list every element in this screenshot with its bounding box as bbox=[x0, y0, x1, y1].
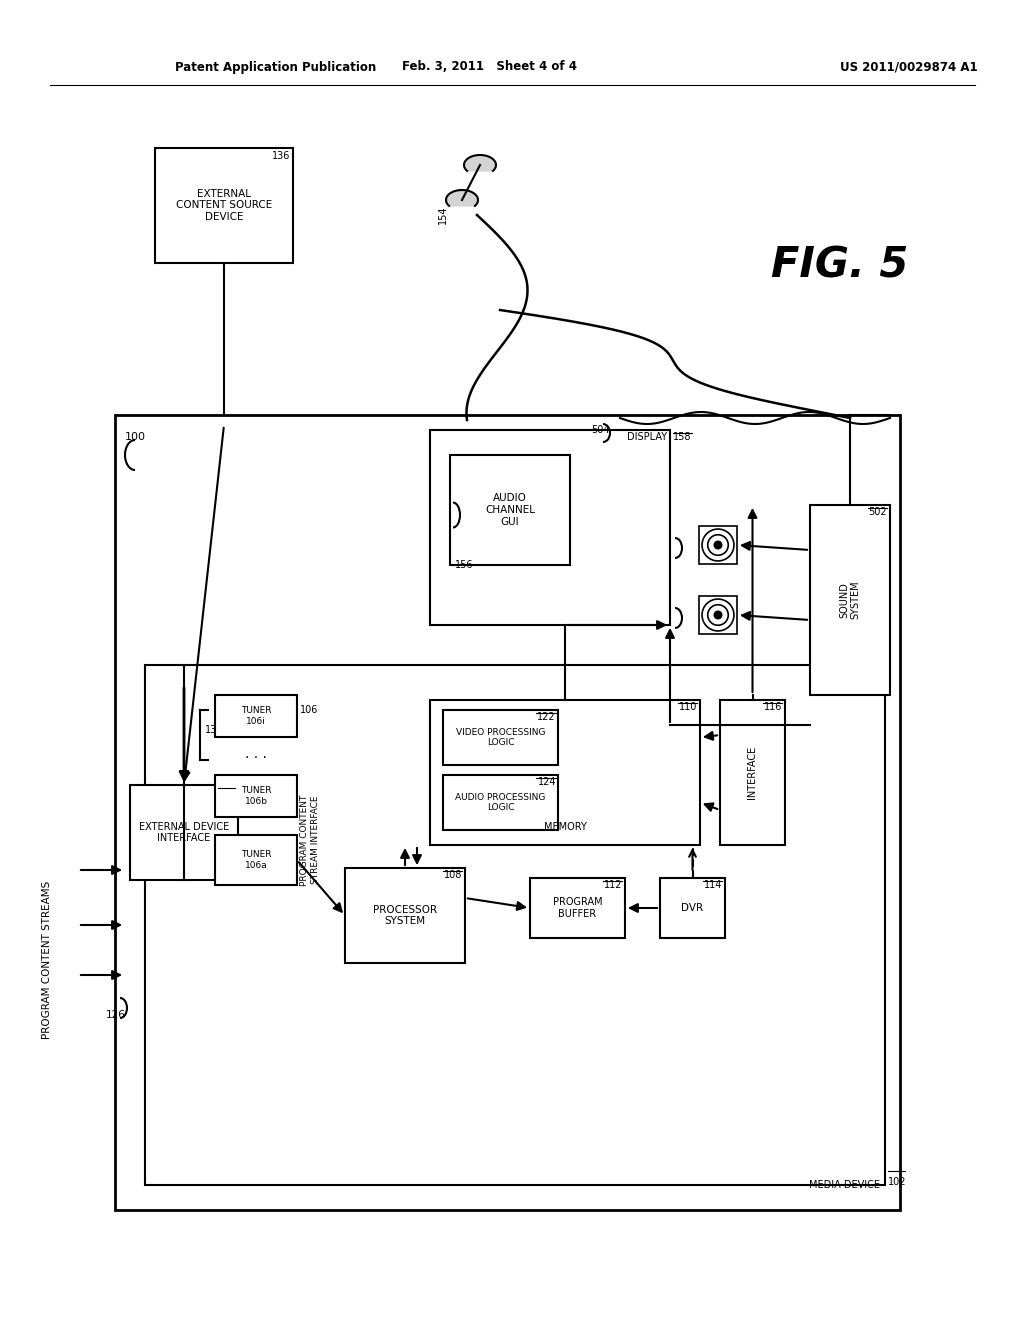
Text: 138: 138 bbox=[205, 725, 223, 735]
Text: 116: 116 bbox=[764, 702, 782, 711]
Text: PROGRAM CONTENT
STREAM INTERFACE: PROGRAM CONTENT STREAM INTERFACE bbox=[300, 795, 319, 886]
Text: · · ·: · · · bbox=[245, 751, 267, 766]
Text: 126: 126 bbox=[106, 1010, 126, 1020]
Text: AUDIO
CHANNEL
GUI: AUDIO CHANNEL GUI bbox=[485, 494, 535, 527]
Bar bbox=[115, 414, 900, 1210]
Text: SOUND
SYSTEM: SOUND SYSTEM bbox=[840, 581, 861, 619]
Bar bbox=[530, 878, 625, 939]
Bar bbox=[215, 775, 297, 817]
Text: Feb. 3, 2011   Sheet 4 of 4: Feb. 3, 2011 Sheet 4 of 4 bbox=[402, 61, 578, 74]
Circle shape bbox=[714, 541, 722, 549]
Text: 502: 502 bbox=[868, 507, 887, 517]
Text: DISPLAY: DISPLAY bbox=[627, 432, 667, 442]
Bar bbox=[130, 785, 238, 880]
Text: 154: 154 bbox=[438, 206, 449, 224]
Text: 156: 156 bbox=[455, 560, 473, 570]
Bar bbox=[215, 696, 297, 737]
Text: 102: 102 bbox=[888, 1177, 906, 1187]
Text: INTERFACE: INTERFACE bbox=[748, 746, 758, 799]
Bar bbox=[699, 597, 737, 634]
Text: PROGRAM CONTENT STREAMS: PROGRAM CONTENT STREAMS bbox=[42, 880, 52, 1039]
Bar bbox=[215, 836, 297, 884]
Text: DVR: DVR bbox=[681, 903, 703, 913]
Text: Patent Application Publication: Patent Application Publication bbox=[175, 61, 376, 74]
Text: 504: 504 bbox=[591, 425, 609, 436]
Bar bbox=[810, 506, 890, 696]
Text: 144: 144 bbox=[653, 607, 672, 616]
Text: TUNER
106b: TUNER 106b bbox=[241, 787, 271, 805]
Text: AUDIO PROCESSING
LOGIC: AUDIO PROCESSING LOGIC bbox=[456, 793, 546, 812]
Text: FIG. 5: FIG. 5 bbox=[771, 244, 908, 286]
Text: US 2011/0029874 A1: US 2011/0029874 A1 bbox=[840, 61, 978, 74]
Polygon shape bbox=[464, 154, 496, 170]
Text: PROCESSOR
SYSTEM: PROCESSOR SYSTEM bbox=[373, 904, 437, 927]
Bar bbox=[450, 455, 570, 565]
Text: 158: 158 bbox=[673, 432, 691, 442]
Text: 110: 110 bbox=[679, 702, 697, 711]
Text: TUNER
106a: TUNER 106a bbox=[241, 850, 271, 870]
Bar bbox=[155, 148, 293, 263]
Bar bbox=[443, 710, 558, 766]
Text: 112: 112 bbox=[603, 880, 622, 890]
Bar bbox=[699, 525, 737, 564]
Bar bbox=[430, 700, 700, 845]
Text: 106: 106 bbox=[300, 705, 318, 715]
Text: PROGRAM
BUFFER: PROGRAM BUFFER bbox=[553, 898, 602, 919]
Circle shape bbox=[714, 611, 722, 619]
Text: EXTERNAL DEVICE
INTERFACE: EXTERNAL DEVICE INTERFACE bbox=[139, 821, 229, 843]
Text: 122: 122 bbox=[538, 711, 556, 722]
Bar bbox=[345, 869, 465, 964]
Text: 114: 114 bbox=[703, 880, 722, 890]
Text: 146: 146 bbox=[653, 537, 672, 546]
Bar bbox=[443, 775, 558, 830]
Text: 136: 136 bbox=[271, 150, 290, 161]
Text: 120: 120 bbox=[218, 788, 234, 796]
Bar bbox=[430, 430, 670, 624]
Bar bbox=[660, 878, 725, 939]
Text: 100: 100 bbox=[125, 432, 146, 442]
Text: TUNER
106i: TUNER 106i bbox=[241, 706, 271, 726]
Text: 124: 124 bbox=[538, 777, 556, 787]
Text: 108: 108 bbox=[443, 870, 462, 880]
Text: VIDEO PROCESSING
LOGIC: VIDEO PROCESSING LOGIC bbox=[456, 727, 545, 747]
Bar bbox=[720, 700, 785, 845]
Text: MEMORY: MEMORY bbox=[544, 822, 587, 832]
Polygon shape bbox=[446, 190, 478, 206]
Text: MEDIA DEVICE: MEDIA DEVICE bbox=[809, 1180, 880, 1191]
Bar bbox=[145, 665, 885, 1185]
Text: EXTERNAL
CONTENT SOURCE
DEVICE: EXTERNAL CONTENT SOURCE DEVICE bbox=[176, 189, 272, 222]
